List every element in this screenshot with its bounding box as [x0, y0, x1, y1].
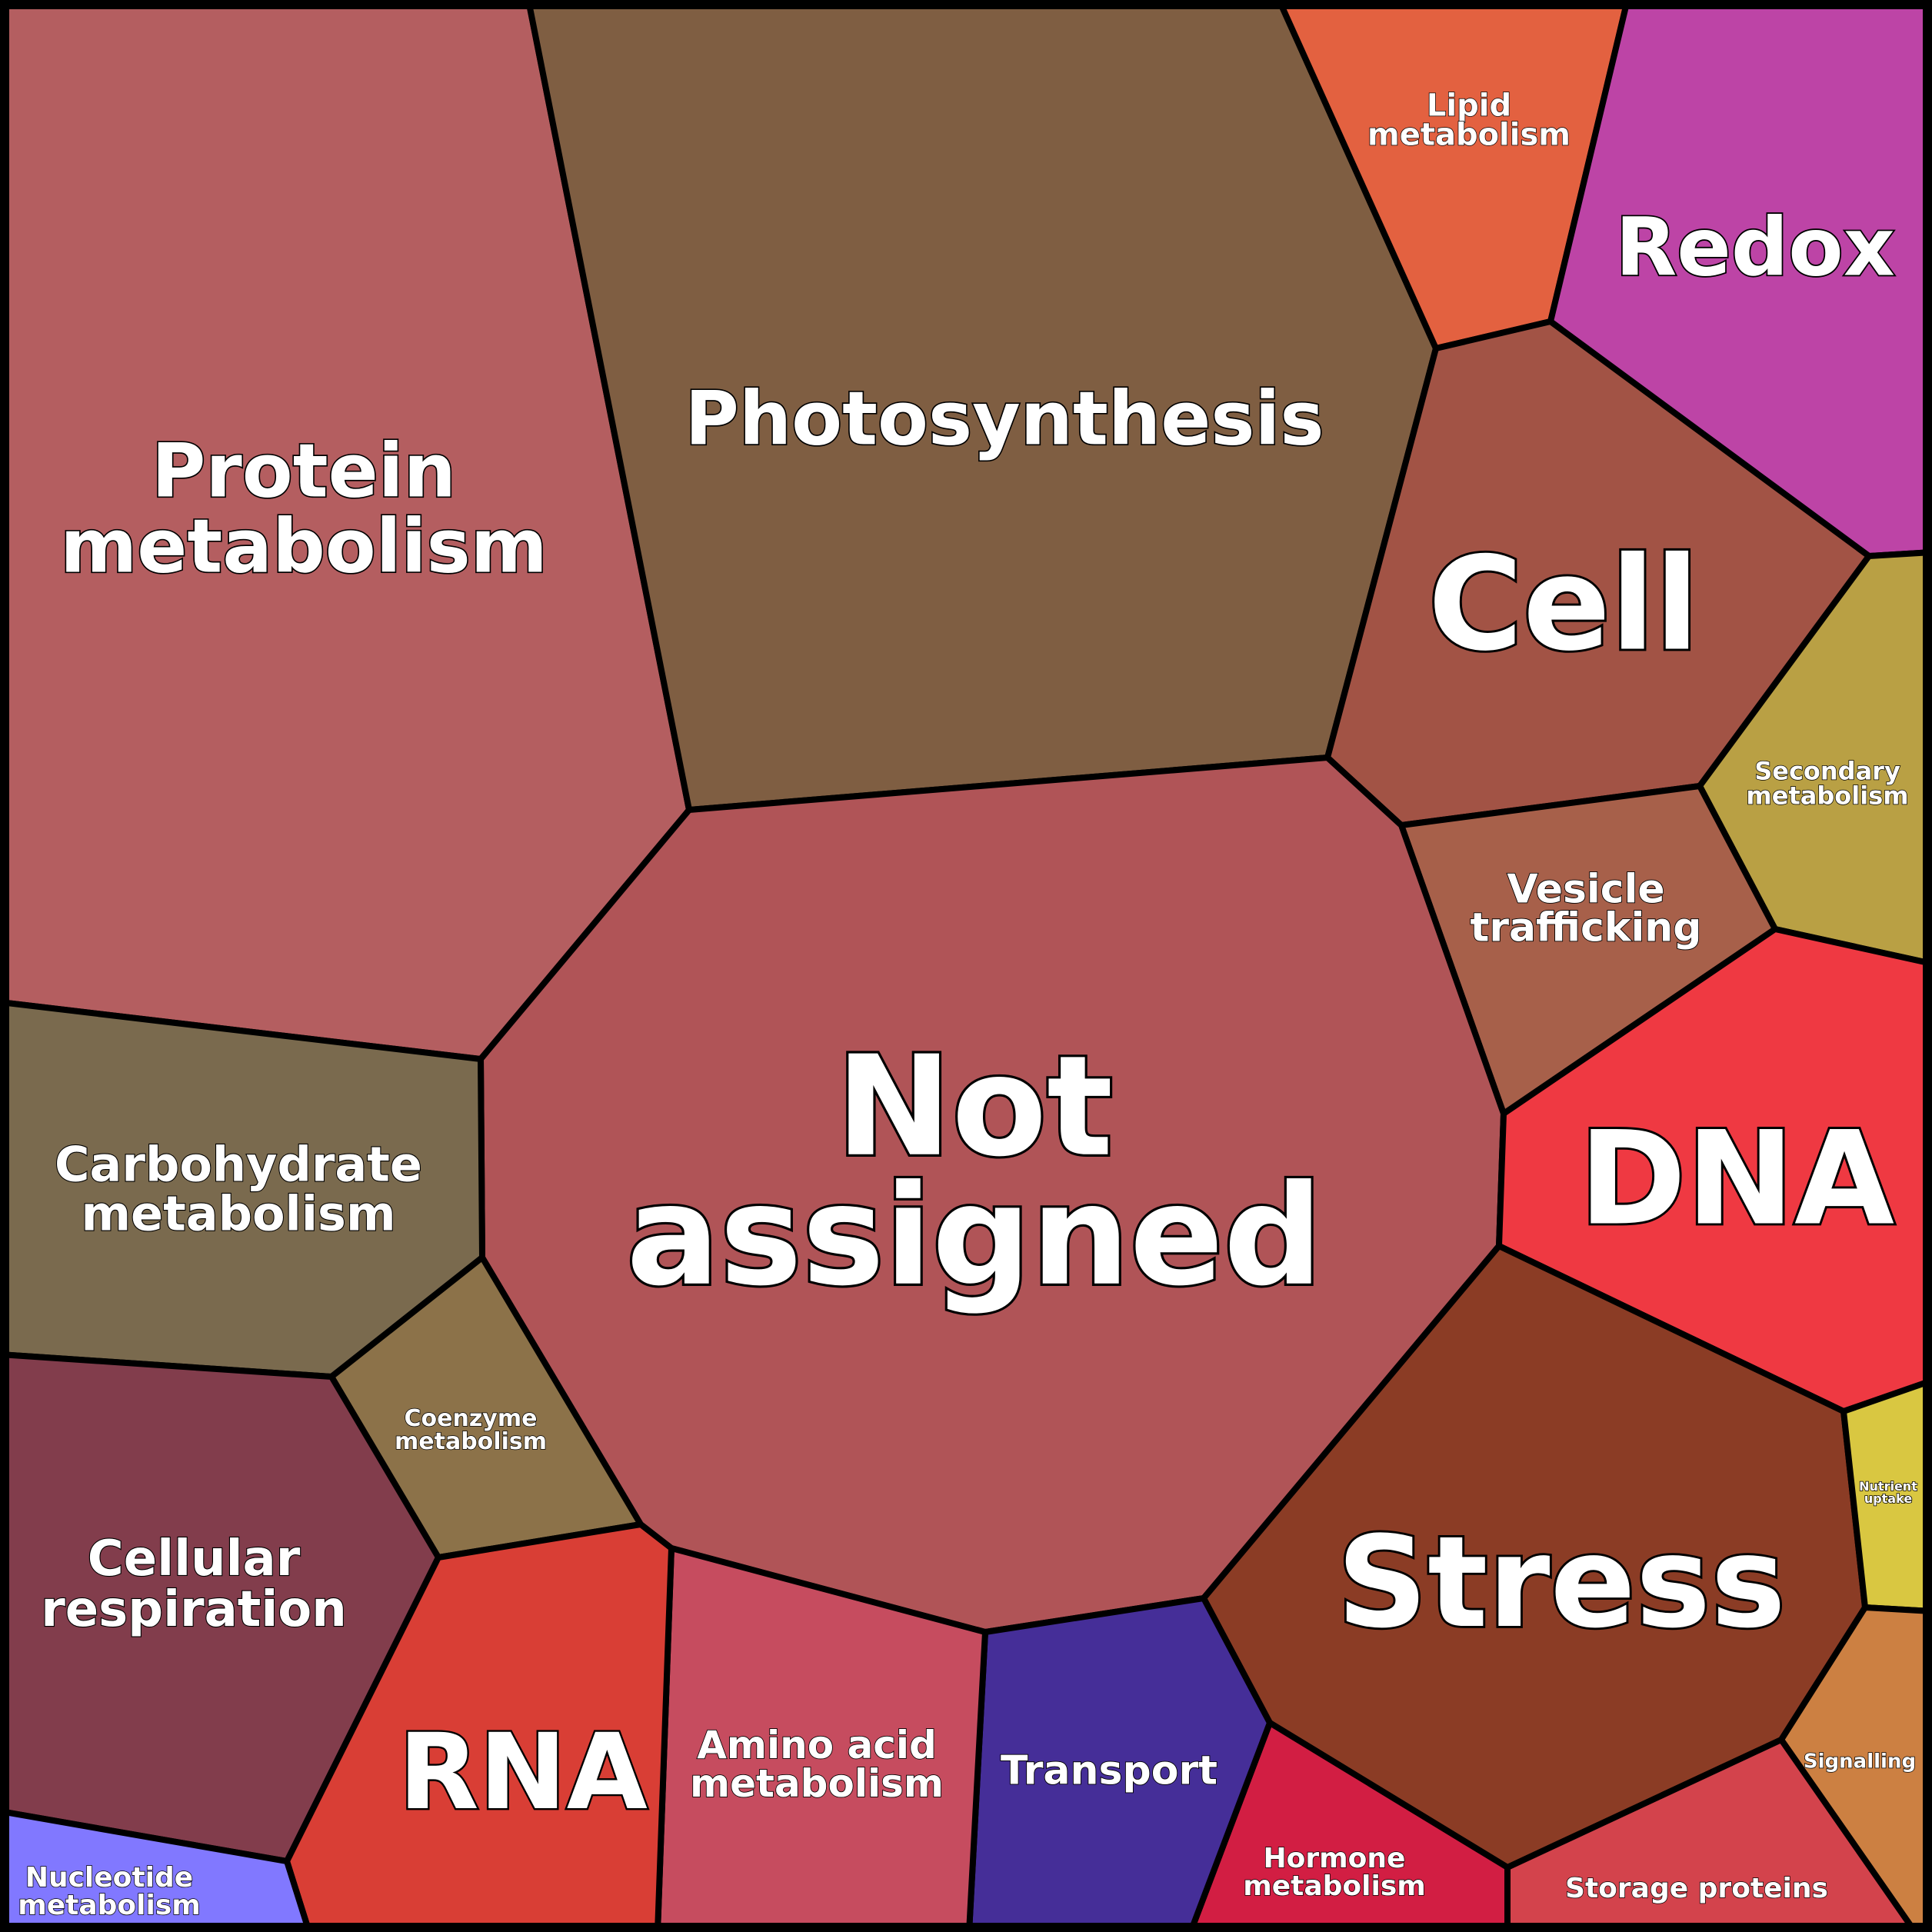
label-line: metabolism: [395, 1428, 547, 1455]
label-line: metabolism: [1746, 781, 1908, 811]
label-hormone: Hormone metabolism: [1243, 1843, 1426, 1902]
label-secondary: Secondary metabolism: [1746, 757, 1908, 811]
label-line: assigned: [626, 1156, 1322, 1317]
label-cell: Cell: [1428, 528, 1699, 679]
label-line: Signalling: [1804, 1750, 1916, 1773]
label-line: Cell: [1428, 528, 1699, 679]
label-line: metabolism: [690, 1761, 944, 1806]
label-line: Carbohydrate: [55, 1136, 422, 1192]
label-dna: DNA: [1579, 1103, 1894, 1254]
label-line: Protein: [152, 428, 456, 515]
label-line: metabolism: [18, 1890, 201, 1921]
label-line: trafficking: [1470, 905, 1701, 951]
label-line: Redox: [1615, 200, 1895, 294]
label-lipid: Lipid metabolism: [1367, 88, 1571, 152]
label-coenzyme: Coenzyme metabolism: [395, 1405, 547, 1455]
label-line: Photosynthesis: [685, 376, 1324, 462]
label-line: Transport: [1001, 1748, 1217, 1794]
label-line: Storage proteins: [1565, 1873, 1828, 1904]
label-line: Vesicle: [1507, 867, 1664, 913]
label-aminoacid: Amino acid metabolism: [690, 1723, 944, 1806]
label-line: respiration: [41, 1581, 347, 1638]
label-line: Not: [836, 1027, 1113, 1188]
label-nucleotide: Nucleotide metabolism: [18, 1862, 201, 1921]
label-line: Lipid: [1427, 88, 1511, 123]
label-rna: RNA: [398, 1712, 648, 1834]
cell-nutrient: [1840, 1377, 1932, 1615]
label-line: Cellular: [88, 1531, 301, 1587]
label-redox: Redox: [1615, 200, 1895, 294]
label-line: metabolism: [81, 1185, 395, 1241]
label-line: Amino acid: [697, 1723, 937, 1767]
label-nutrient: Nutrient uptake: [1859, 1479, 1917, 1506]
label-line: metabolism: [1367, 117, 1571, 152]
label-line: Hormone: [1264, 1843, 1406, 1874]
label-signalling: Signalling: [1804, 1750, 1916, 1773]
label-line: uptake: [1864, 1491, 1913, 1506]
label-carb: Carbohydrate metabolism: [55, 1136, 422, 1241]
label-line: Nucleotide: [25, 1862, 193, 1894]
label-line: metabolism: [1243, 1870, 1426, 1902]
cell-signalling: [1777, 1604, 1932, 1932]
label-stress: Stress: [1337, 1509, 1786, 1656]
cell-nucleotide: [0, 1807, 313, 1932]
label-line: DNA: [1579, 1103, 1894, 1254]
label-cellresp: Cellular respiration: [41, 1531, 347, 1638]
label-line: Secondary: [1754, 757, 1900, 786]
label-line: Coenzyme: [405, 1405, 538, 1432]
label-line: Stress: [1337, 1509, 1786, 1656]
label-protein: Protein metabolism: [60, 428, 547, 590]
label-storage: Storage proteins: [1565, 1873, 1828, 1904]
label-line: metabolism: [60, 504, 547, 590]
label-vesicle: Vesicle trafficking: [1470, 867, 1701, 951]
label-photo: Photosynthesis: [685, 376, 1324, 462]
label-line: RNA: [398, 1712, 648, 1834]
cell-storage: [1504, 1735, 1919, 1932]
label-line: Nutrient: [1859, 1479, 1917, 1494]
label-notassigned: Not assigned: [626, 1027, 1322, 1317]
label-transport: Transport: [1001, 1748, 1217, 1794]
